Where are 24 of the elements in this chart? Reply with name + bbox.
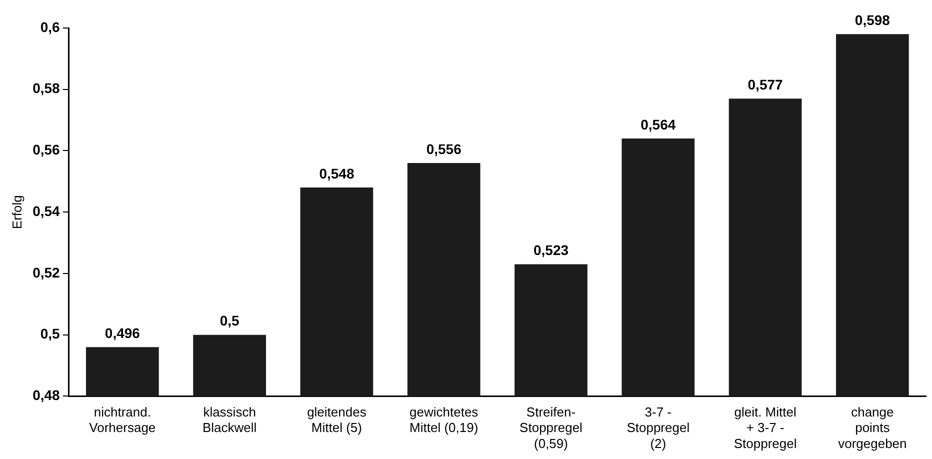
x-tick-label: nichtrand. Vorhersage [89, 404, 156, 436]
y-tick-label: 0,48 [32, 387, 60, 404]
y-tick-label: 0,58 [32, 80, 60, 96]
x-tick-label: Streifen- Stoppregel (0,59) [520, 404, 583, 451]
data-label: 0,556 [426, 140, 462, 157]
x-tick-label: 3-7 - Stoppregel (2) [626, 404, 690, 451]
y-tick-label: 0,54 [32, 202, 60, 219]
y-tick-label: 0,6 [40, 18, 60, 35]
data-label: 0,577 [748, 76, 784, 92]
y-axis-title: Erfolg [9, 195, 24, 230]
x-tick-label: gewichtetes Mittel (0,19) [410, 404, 479, 436]
data-label: 0,523 [533, 242, 569, 258]
data-label: 0,548 [319, 165, 354, 182]
y-tick-label: 0,52 [32, 264, 60, 280]
y-tick-label: 0,56 [32, 142, 60, 158]
data-label: 0,5 [220, 312, 240, 329]
y-tick-label: 0,5 [40, 326, 60, 342]
x-tick-label: gleit. Mittel + 3-7 - Stoppregel [734, 404, 797, 451]
data-label: 0,496 [104, 324, 140, 341]
data-label: 0,564 [640, 116, 676, 132]
x-tick-label: gleitendes Mittel (5) [307, 404, 367, 436]
data-label: 0,598 [854, 12, 890, 28]
x-tick-label: klassisch Blackwell [202, 404, 257, 436]
x-tick-label: change points vorgegeben [838, 404, 907, 451]
